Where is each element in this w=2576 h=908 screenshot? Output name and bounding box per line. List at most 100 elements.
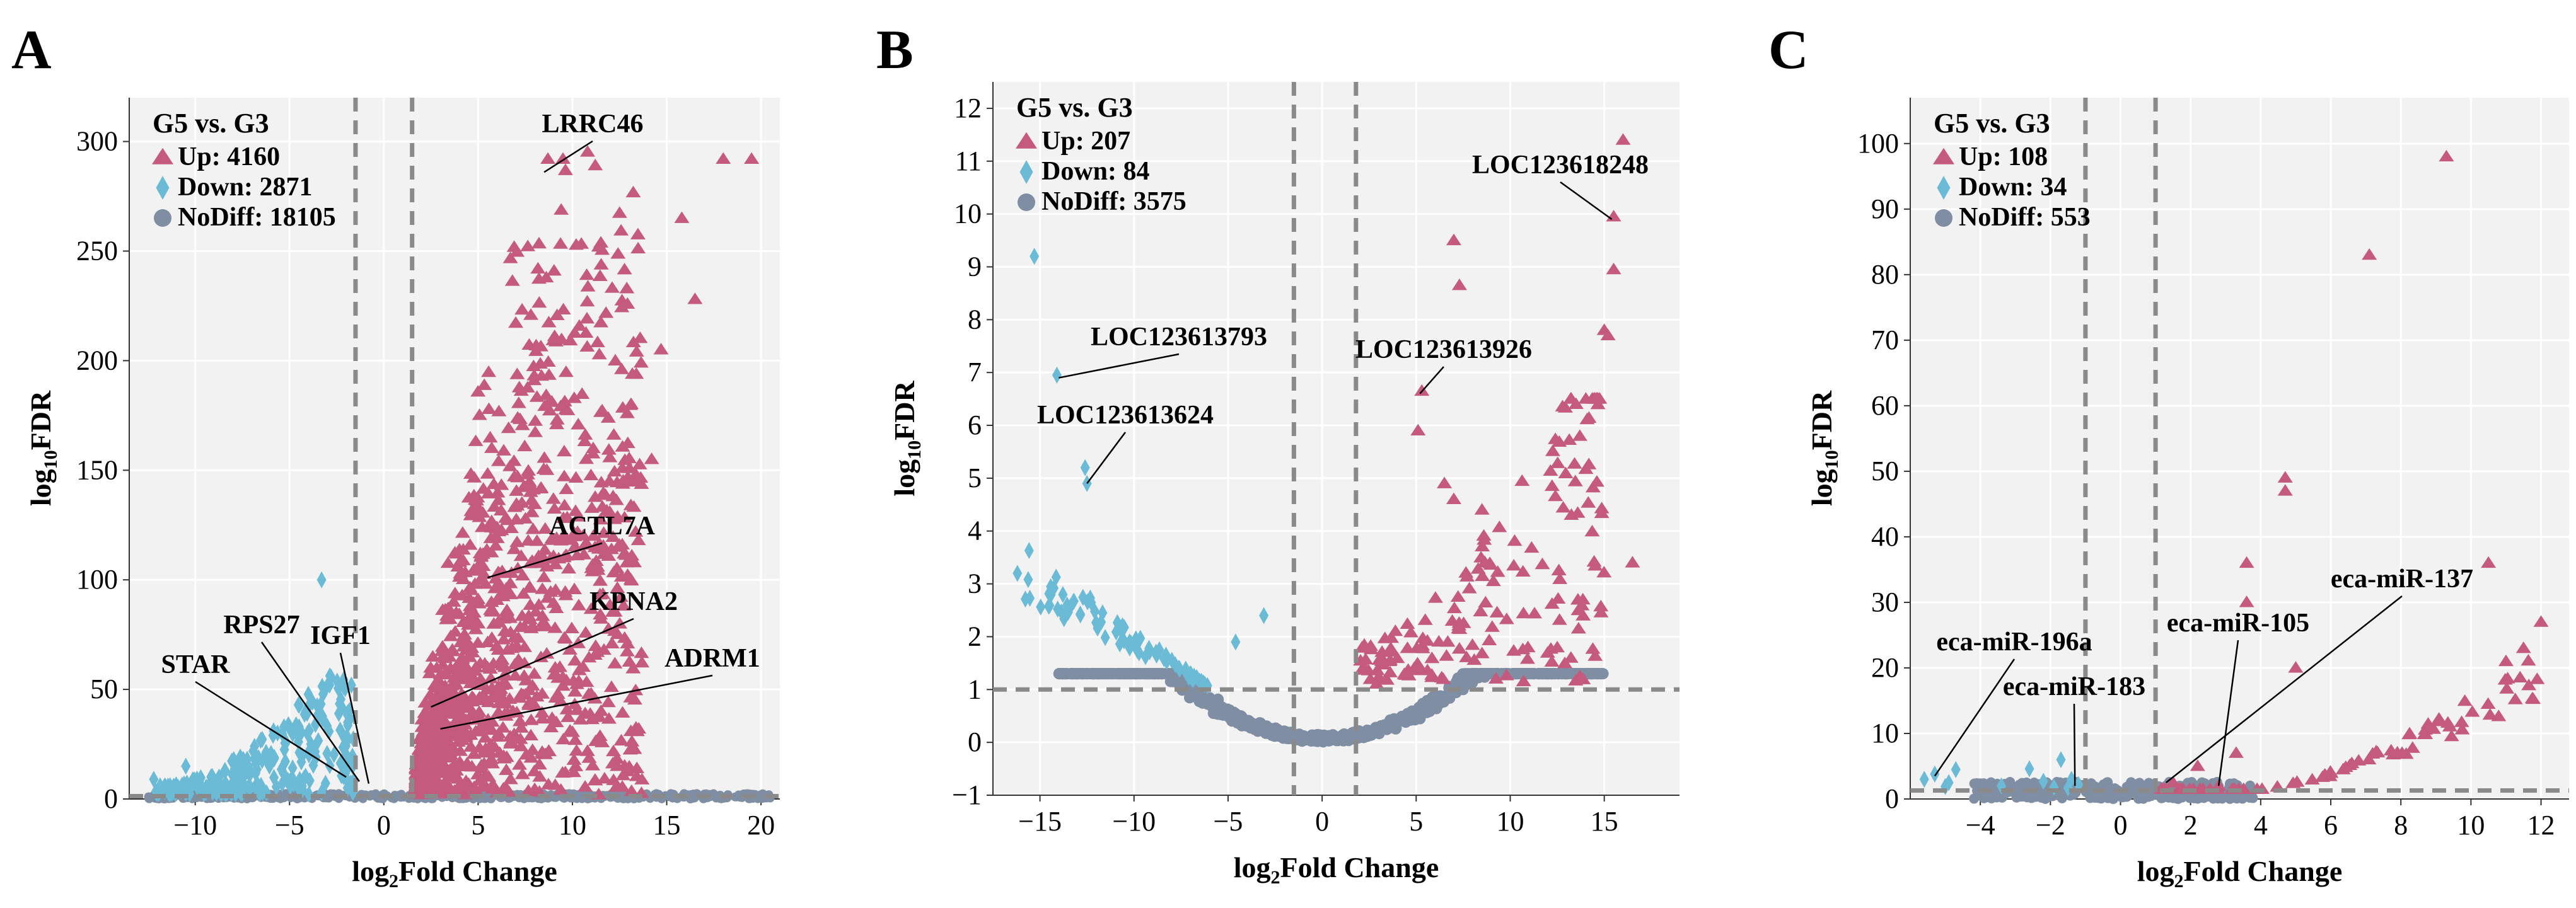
up-point — [502, 459, 518, 471]
y-tick-label: 10 — [954, 198, 982, 229]
annotation-leader — [1560, 181, 1613, 221]
up-point — [674, 211, 690, 223]
up-point — [509, 498, 525, 511]
up-point — [501, 785, 517, 797]
up-point — [436, 728, 452, 741]
legend-title: G5 vs. G3 — [1934, 108, 2050, 139]
nodiff-point — [2055, 777, 2065, 788]
up-point — [523, 696, 538, 708]
up-point — [1507, 534, 1523, 546]
up-point — [716, 152, 731, 164]
up-point — [546, 264, 562, 276]
x-tick-label: 15 — [653, 810, 681, 841]
up-point — [629, 345, 644, 357]
gene-label: LRRC46 — [542, 110, 643, 139]
up-point — [1407, 661, 1422, 674]
up-point — [568, 759, 584, 771]
y-tick-label: 3 — [968, 568, 982, 599]
up-point — [547, 558, 563, 570]
up-point — [2277, 471, 2293, 483]
up-point — [1606, 262, 1622, 275]
up-point — [593, 512, 608, 525]
up-point — [529, 534, 545, 546]
down-point — [266, 745, 276, 762]
nodiff-point — [1060, 668, 1072, 680]
up-point — [571, 674, 587, 686]
up-point — [2454, 723, 2470, 735]
up-point — [622, 451, 637, 464]
up-point — [588, 158, 603, 171]
up-point — [558, 632, 574, 644]
up-point — [514, 302, 530, 315]
up-point — [595, 587, 611, 599]
up-point — [555, 511, 571, 523]
up-point — [458, 692, 473, 704]
up-point — [1461, 582, 1477, 594]
up-point — [588, 639, 603, 652]
up-point — [555, 732, 571, 745]
y-tick-label: 50 — [90, 674, 118, 704]
x-tick-label: −15 — [1018, 806, 1062, 837]
up-point — [523, 713, 539, 725]
down-point — [304, 785, 314, 803]
up-point — [578, 536, 594, 548]
up-point — [495, 658, 511, 670]
up-point — [531, 296, 547, 308]
down-point — [318, 686, 328, 703]
y-axis-title: log10FDR — [888, 381, 925, 497]
up-point — [2369, 744, 2384, 757]
gene-label: ADRM1 — [664, 644, 760, 673]
up-point — [466, 596, 482, 608]
up-point — [535, 582, 550, 594]
up-point — [553, 237, 569, 249]
up-point — [1558, 466, 1574, 478]
up-point — [2430, 715, 2445, 727]
up-point — [1516, 674, 1531, 686]
legend-up-marker — [152, 147, 173, 164]
down-point — [2024, 760, 2034, 778]
up-point — [1485, 574, 1501, 587]
up-point — [1575, 592, 1591, 605]
up-point — [584, 501, 600, 513]
up-point — [419, 707, 434, 720]
up-point — [623, 691, 639, 703]
down-point — [1115, 635, 1125, 653]
y-tick-label: 9 — [968, 251, 982, 282]
up-point — [593, 405, 608, 417]
down-point — [1154, 641, 1164, 658]
panel-letter: C — [1768, 20, 1809, 81]
x-tick-label: 2 — [2184, 810, 2198, 841]
up-point — [610, 581, 625, 593]
nodiff-point — [1978, 791, 1988, 802]
up-point — [1594, 506, 1610, 519]
up-point — [447, 692, 463, 704]
up-point — [508, 316, 524, 328]
up-point — [568, 238, 584, 250]
y-tick-label: 0 — [968, 727, 982, 757]
up-point — [450, 560, 466, 572]
up-point — [580, 145, 596, 157]
up-point — [2533, 615, 2549, 627]
up-point — [599, 503, 615, 516]
up-point — [2288, 661, 2304, 673]
nodiff-point — [2036, 792, 2047, 803]
up-point — [653, 343, 669, 355]
up-point — [1446, 233, 1461, 246]
down-point — [190, 773, 200, 791]
down-point — [1024, 542, 1034, 560]
up-point — [1437, 476, 1453, 488]
up-point — [1475, 569, 1490, 582]
down-point — [251, 755, 261, 773]
up-point — [444, 645, 460, 657]
up-point — [596, 526, 612, 538]
down-point — [1167, 652, 1177, 669]
up-point — [619, 645, 635, 657]
up-point — [1436, 672, 1451, 684]
up-point — [490, 454, 506, 466]
up-point — [1424, 668, 1440, 680]
nodiff-point — [2157, 793, 2168, 803]
down-point — [329, 746, 339, 764]
up-point — [490, 493, 506, 505]
down-point — [1134, 644, 1144, 662]
